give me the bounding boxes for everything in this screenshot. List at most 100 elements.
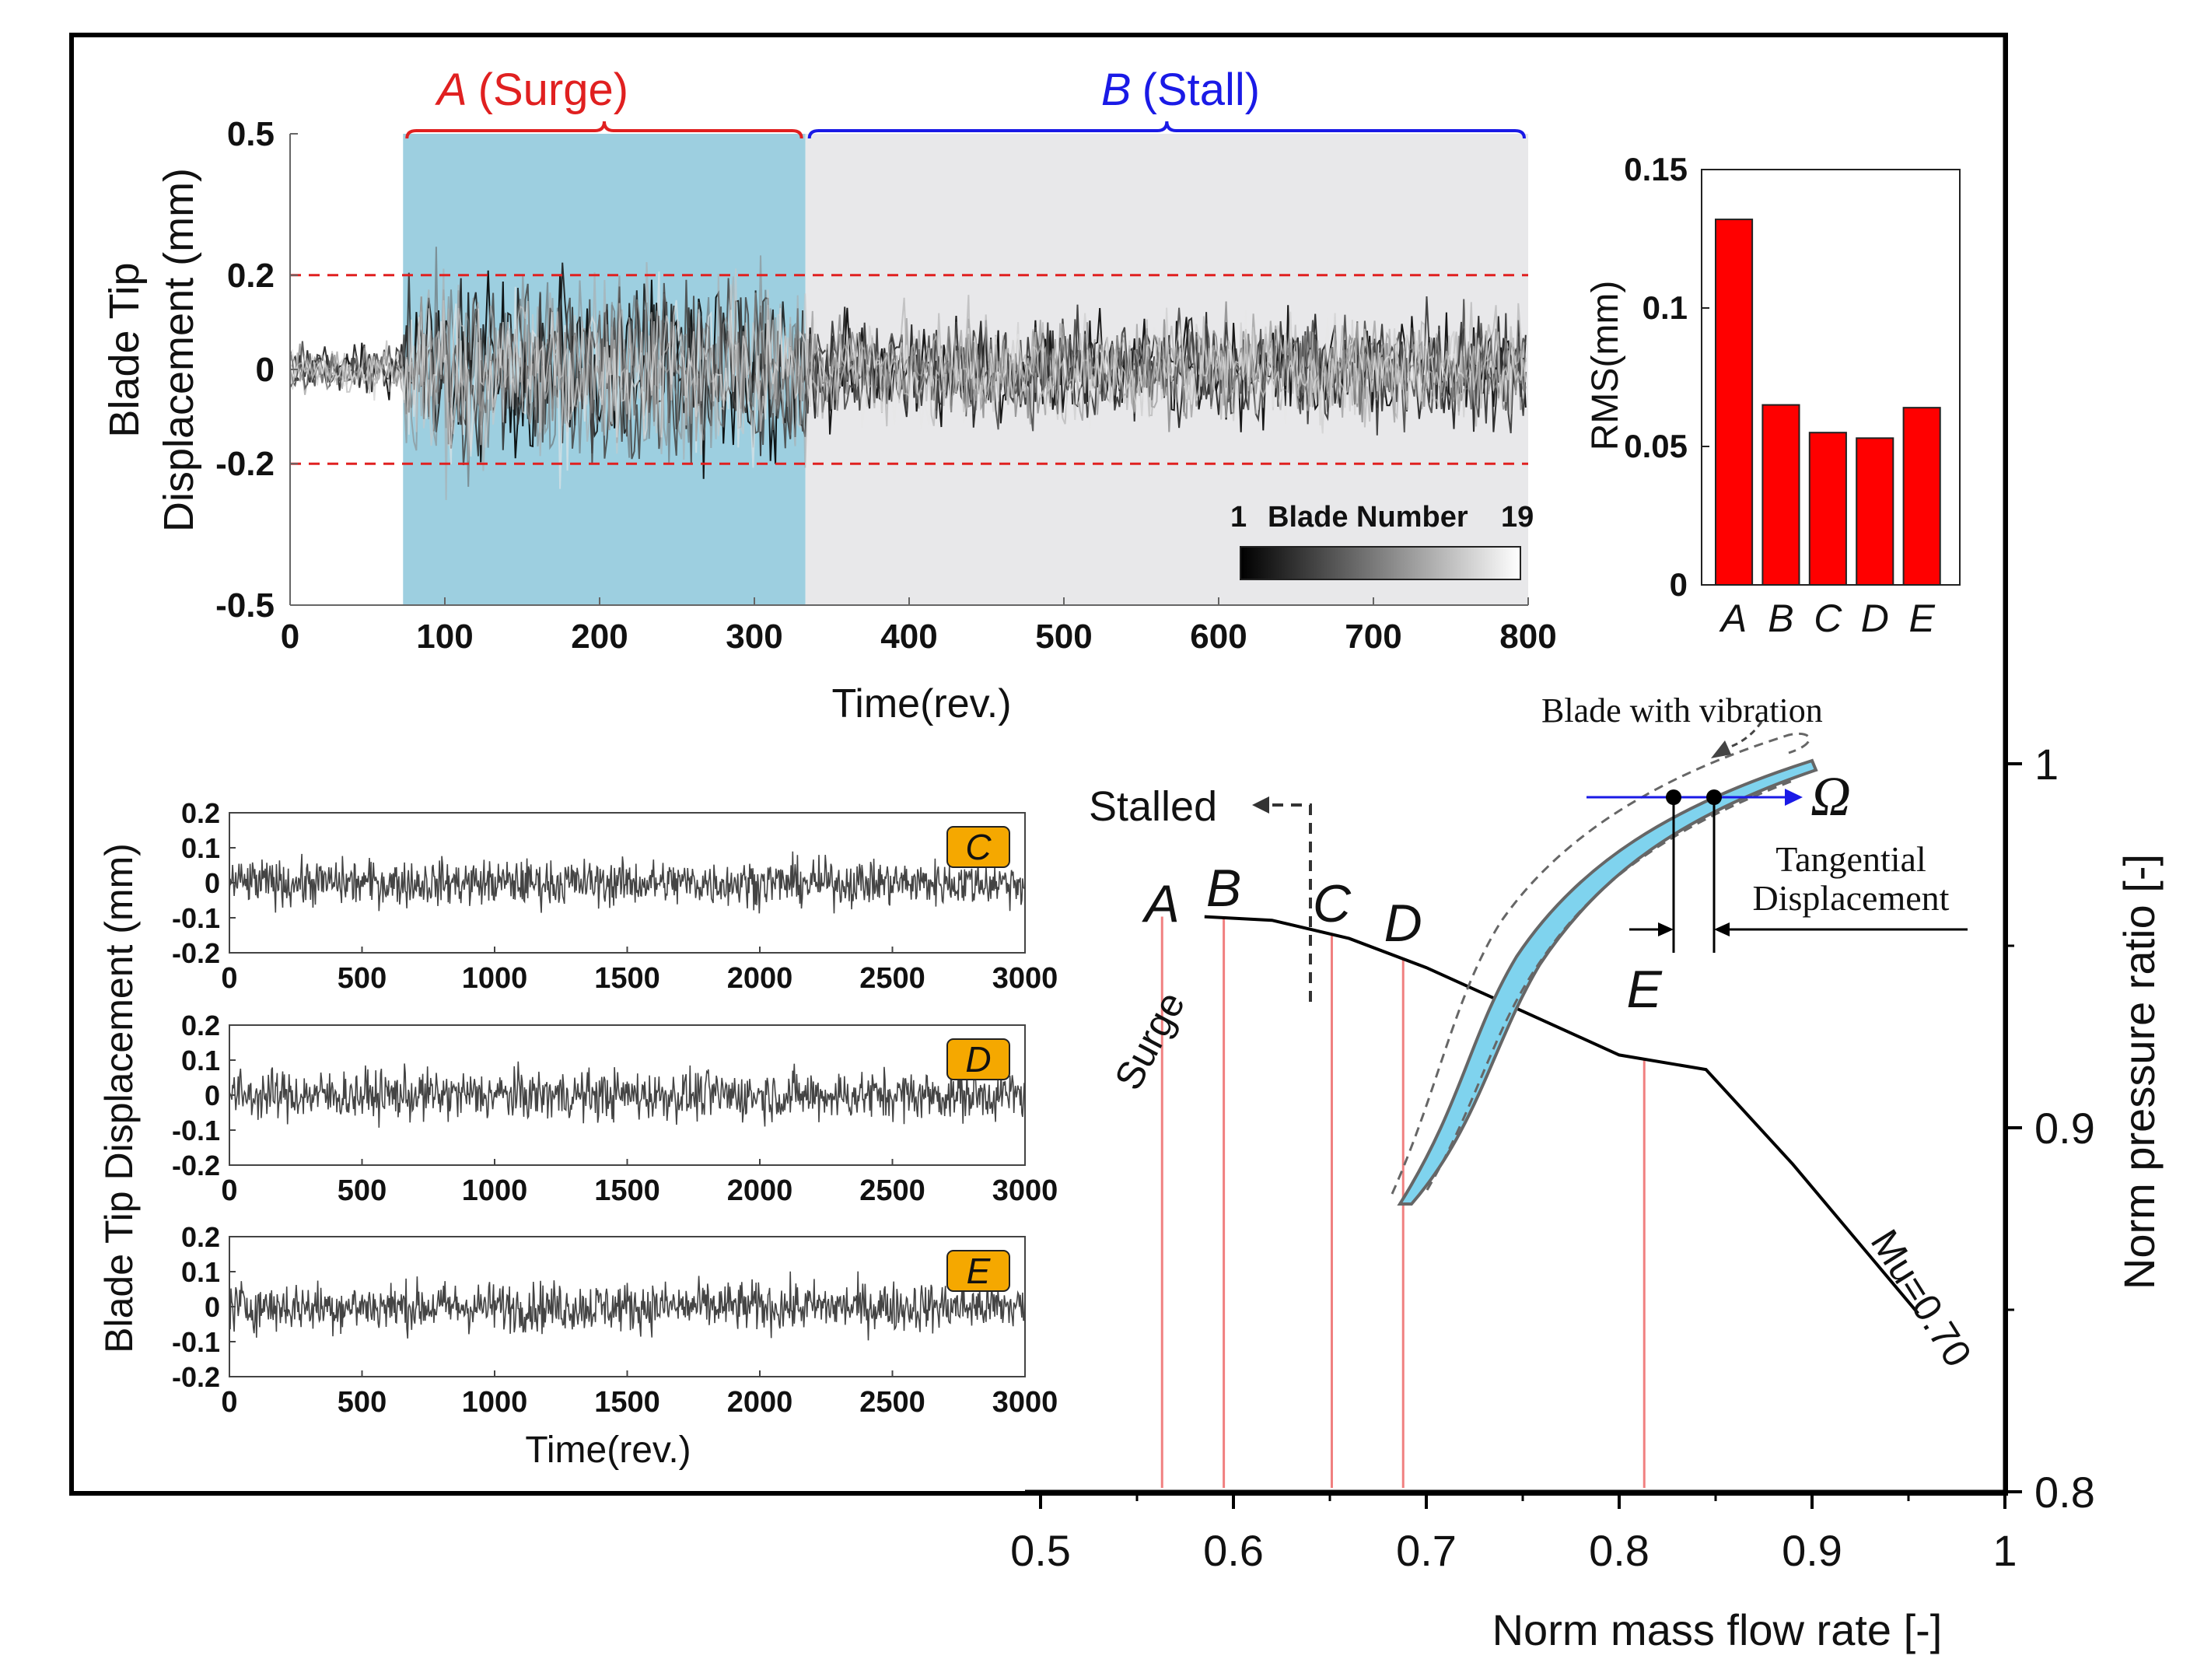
top-xtick-label: 400	[880, 618, 937, 656]
panel-ytick-label: 0.1	[181, 1045, 220, 1076]
panel-ytick-label: -0.2	[172, 1361, 220, 1393]
rms-ytick-label: 0.1	[1643, 289, 1688, 326]
panel-xtick-label: 2000	[727, 1174, 793, 1207]
rms-category-B: B	[1768, 597, 1793, 640]
rms-category-D: D	[1861, 597, 1889, 640]
main-ytick-label: 0.8	[2034, 1468, 2095, 1517]
colorbar-label: Blade Number	[1268, 501, 1468, 534]
top-ytick-label: 0.2	[227, 257, 275, 295]
point-label-D: D	[1384, 894, 1422, 953]
omega-arrowhead	[1785, 789, 1803, 806]
panel-ytick-label: -0.1	[172, 1115, 220, 1146]
panel-xtick-label: 1500	[594, 1386, 660, 1419]
top-xtick-label: 300	[726, 618, 782, 656]
panel-xtick-label: 2000	[727, 962, 793, 995]
panel-badge-label-D: D	[965, 1039, 991, 1080]
top-time-series-chart: 0 100 200 300 400 500 600 700 800 0.5 0.2 0 -0.2 -0.5…	[101, 65, 1557, 726]
characteristic-chart: 0.5 0.6 0.7 0.8 0.9 10.80.91 A B C DE Norm mass …	[1010, 35, 2164, 1654]
curve-label: Mu=0.70	[1863, 1222, 1980, 1374]
rms-bar-A	[1715, 219, 1754, 586]
top-xtick-label: 800	[1499, 618, 1556, 656]
panel-xtick-label: 2500	[859, 1174, 925, 1207]
blade-trace-9	[289, 271, 1527, 489]
panel-xtick-label: 2000	[727, 1386, 793, 1419]
panel-ytick-label: -0.1	[172, 1326, 220, 1358]
panel-xtick-label: 1000	[462, 1386, 528, 1419]
rms-ytick-label: 0.05	[1624, 428, 1688, 464]
rms-category-C: C	[1814, 597, 1842, 640]
panel-badge-E	[946, 1250, 1010, 1292]
panel-xtick-label: 1500	[594, 962, 660, 995]
panel-ytick-label: 0	[205, 1080, 220, 1111]
top-ytick-label: 0	[256, 351, 275, 389]
main-xtick-label: 0.9	[1782, 1526, 1842, 1575]
top-displacement-traces	[289, 247, 1527, 500]
rms-bar-B	[1761, 404, 1800, 586]
stalled-arrow	[1264, 803, 1312, 1002]
bracket-a	[405, 121, 803, 139]
top-xtick-label: 500	[1035, 618, 1092, 656]
panel-ytick-label: 0.2	[181, 797, 220, 829]
main-xtick-label: 0.8	[1589, 1526, 1650, 1575]
region-a-label: A (Surge)	[435, 65, 628, 115]
operating-point-panels: 0.20.10-0.1-0.20 500 1000 1500 2000 2500 3000C…	[172, 797, 1058, 1419]
main-xlabel: Norm mass flow rate [-]	[1492, 1605, 1943, 1654]
panel-ytick-label: 0	[205, 1291, 220, 1323]
blade-vibration-outline-2	[1426, 778, 1797, 1191]
tangential-label-1: Tangential	[1775, 839, 1926, 879]
rms-ylabel: RMS(mm)	[1585, 281, 1626, 451]
panel-xtick-label: 500	[338, 962, 387, 995]
panels-ylabel: Blade Tip Displacement (mm)	[97, 843, 141, 1353]
panel-badge-label-C: C	[965, 827, 992, 867]
main-xtick-label: 1	[1992, 1526, 2017, 1575]
panel-ytick-label: 0	[205, 867, 220, 899]
top-xtick-label: 200	[571, 618, 628, 656]
blade-number-colorbar	[1240, 546, 1521, 580]
top-ytick-label: -0.5	[215, 586, 275, 625]
panel-xtick-label: 3000	[992, 1174, 1058, 1207]
operating-point-labels: A B C D E	[1142, 859, 1663, 1019]
rms-bar-E	[1902, 407, 1941, 586]
panel-xtick-label: 1500	[594, 1174, 660, 1207]
panel-xtick-label: 0	[221, 1386, 237, 1419]
panel-xtick-label: 1000	[462, 962, 528, 995]
omega-label: Ω	[1810, 765, 1851, 828]
top-axes: 0 100 200 300 400 500 600 700 800 0.5 0.2 0 -0.2 -0.5	[215, 115, 1557, 656]
panel-ytick-label: 0.1	[181, 1256, 220, 1288]
tangential-label-2: Displacement	[1753, 878, 1950, 918]
panel-trace-C	[229, 851, 1026, 914]
characteristic-curve	[1204, 915, 1919, 1314]
panel-ytick-label: -0.1	[172, 902, 220, 934]
panel-ytick-label: 0.2	[181, 1221, 220, 1253]
rms-ytick-label: 0	[1670, 566, 1688, 603]
blade-vibration-label: Blade with vibration	[1541, 691, 1823, 730]
top-ylabel-1: Blade Tip	[101, 262, 148, 437]
point-label-A: A	[1142, 874, 1180, 933]
panel-xtick-label: 0	[221, 1174, 237, 1207]
rms-ytick-label: 0.15	[1624, 151, 1688, 187]
rms-category-A: A	[1719, 597, 1747, 640]
panel-xtick-label: 500	[338, 1386, 387, 1419]
main-xtick-label: 0.6	[1203, 1526, 1264, 1575]
panel-trace-E	[229, 1271, 1026, 1341]
blade-label-arrowhead	[1711, 740, 1731, 758]
top-xtick-label: 100	[416, 618, 473, 656]
main-xtick-label: 0.7	[1396, 1526, 1457, 1575]
top-ytick-label: 0.5	[227, 115, 275, 153]
rms-bar-C	[1808, 432, 1847, 586]
tangential-arrowhead-right	[1714, 922, 1730, 936]
rms-plot-frame	[1701, 169, 1961, 586]
main-ytick-label: 1	[2034, 740, 2059, 789]
top-xtick-label: 700	[1345, 618, 1401, 656]
stalled-arrowhead	[1252, 796, 1269, 814]
bracket-b	[807, 121, 1526, 139]
tangential-arrowhead-left	[1658, 922, 1674, 936]
point-label-E: E	[1627, 960, 1663, 1019]
colorbar-max: 19	[1501, 501, 1534, 534]
top-ytick-label: -0.2	[215, 445, 275, 483]
